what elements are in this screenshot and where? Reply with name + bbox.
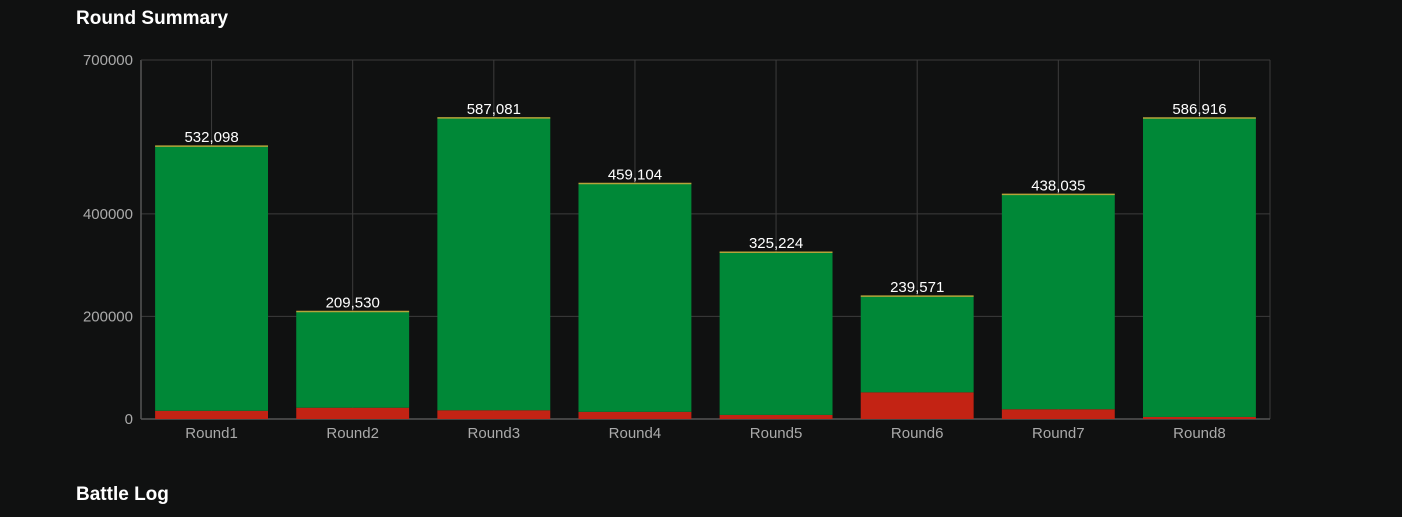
bar-value-label: 239,571 [890, 279, 944, 296]
bar-segment-red [296, 407, 410, 419]
bar-segment-green [155, 146, 269, 411]
bar-segment-green [1001, 194, 1115, 410]
bar-value-label: 209,530 [326, 295, 380, 312]
bar-value-label: 459,104 [608, 167, 662, 184]
chart-labels: 0 200000 400000 700000 532,098 Round1 209,530 R… [83, 52, 1227, 442]
x-tick-label: Round6 [891, 425, 944, 442]
bar-segment-green [1142, 117, 1256, 417]
x-tick-label: Round5 [750, 425, 803, 442]
bar-segment-green [437, 117, 551, 411]
chart-bars [155, 117, 1256, 419]
x-tick-label: Round7 [1032, 425, 1085, 442]
bar-segment-green [860, 296, 974, 393]
bar-segment-red [719, 414, 833, 419]
bar-segment-green [578, 183, 692, 412]
bar-segment-red [437, 410, 551, 419]
battle-log-title: Battle Log [76, 484, 169, 505]
bar-segment-red [155, 410, 269, 419]
x-tick-label: Round2 [326, 425, 379, 442]
round-summary-title: Round Summary [76, 8, 229, 29]
bar-segment-red [578, 411, 692, 419]
bar-segment-green [296, 311, 410, 408]
bar-segment-green [719, 252, 833, 415]
y-tick-label: 200000 [83, 308, 133, 325]
y-tick-label: 700000 [83, 52, 133, 69]
x-tick-label: Round8 [1173, 425, 1226, 442]
y-tick-label: 0 [125, 411, 133, 428]
bar-value-label: 587,081 [467, 101, 521, 118]
y-tick-label: 400000 [83, 206, 133, 223]
x-tick-label: Round1 [185, 425, 238, 442]
bar-value-label: 532,098 [184, 129, 238, 146]
bar-segment-red [860, 392, 974, 419]
x-tick-label: Round4 [609, 425, 662, 442]
bar-value-label: 325,224 [749, 235, 803, 252]
bar-value-label: 586,916 [1172, 101, 1226, 118]
bar-value-label: 438,035 [1031, 177, 1085, 194]
bar-segment-red [1001, 409, 1115, 419]
bar-segment-red [1142, 416, 1256, 419]
x-tick-label: Round3 [468, 425, 521, 442]
